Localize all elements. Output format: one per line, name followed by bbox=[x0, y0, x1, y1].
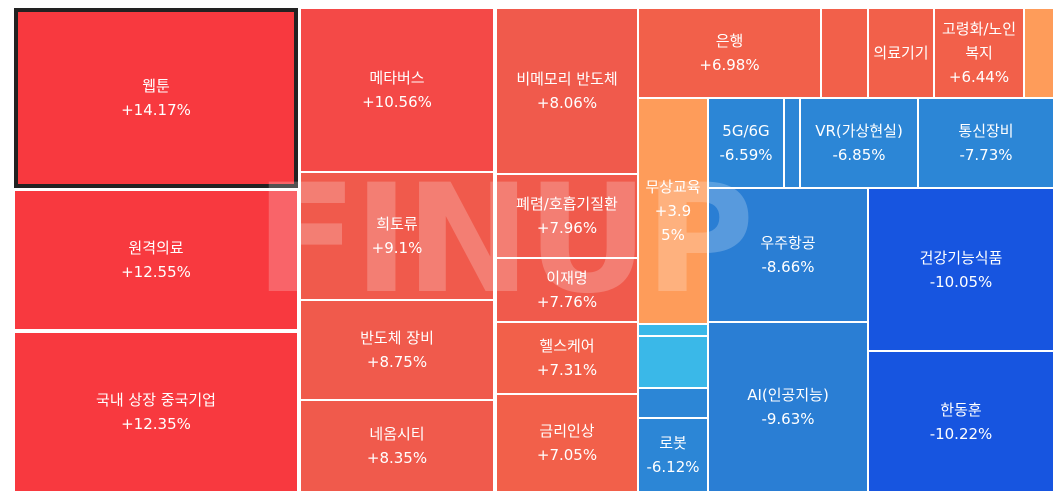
tile-name: 건강기능식품 bbox=[919, 248, 1003, 267]
tile-name: 무상교육 bbox=[645, 178, 701, 196]
tile-name: 비메모리 반도체 bbox=[516, 70, 618, 88]
treemap-tile-메타버스-3[interactable]: 메타버스 +10.56% bbox=[300, 8, 494, 172]
tile-change: +6.44% bbox=[948, 68, 1010, 86]
treemap-tile-blank-13[interactable] bbox=[821, 8, 868, 98]
tile-change: +12.55% bbox=[121, 263, 191, 281]
treemap-tile-의료기기-14[interactable]: 의료기기 bbox=[868, 8, 934, 98]
tile-name: 희토류 bbox=[376, 215, 418, 233]
tile-change: -9.63% bbox=[761, 410, 815, 428]
treemap-tile-통신장비-21[interactable]: 통신장비 -7.73% bbox=[918, 98, 1054, 188]
tile-change: +7.76% bbox=[536, 293, 598, 311]
tile-change: -10.05% bbox=[929, 272, 993, 291]
tile-name: 헬스케어 bbox=[539, 337, 595, 355]
treemap-tile-건강기능식품-23[interactable]: 건강기능식품 -10.05% bbox=[868, 188, 1054, 351]
tile-change: +8.75% bbox=[366, 353, 428, 371]
treemap-tile-헬스케어-10[interactable]: 헬스케어 +7.31% bbox=[496, 322, 638, 394]
tile-name: 국내 상장 중국기업 bbox=[96, 391, 216, 409]
tile-name: VR(가상현실) bbox=[815, 122, 903, 140]
tile-change: +8.35% bbox=[366, 449, 428, 467]
tile-name: 한동훈 bbox=[940, 400, 982, 419]
tile-name: 네옴시티 bbox=[369, 425, 425, 443]
tile-change: +6.98% bbox=[699, 56, 760, 74]
tile-name: 고령화/노인복지 bbox=[941, 20, 1017, 62]
tile-change: +8.06% bbox=[536, 94, 598, 112]
tile-change: -6.59% bbox=[719, 146, 773, 164]
treemap-tile-네옴시티-6[interactable]: 네옴시티 +8.35% bbox=[300, 400, 494, 492]
tile-name: 메타버스 bbox=[369, 69, 425, 87]
tile-name: 이재명 bbox=[546, 269, 588, 287]
treemap-tile-금리인상-11[interactable]: 금리인상 +7.05% bbox=[496, 394, 638, 492]
tile-name: 우주항공 bbox=[760, 234, 816, 252]
tile-change: +9.1% bbox=[371, 239, 423, 257]
tile-change: +7.31% bbox=[536, 361, 598, 379]
treemap-tile-blank-16[interactable] bbox=[1024, 8, 1054, 98]
treemap-tile-고령화-노인복지-15[interactable]: 고령화/노인복지 +6.44% bbox=[934, 8, 1024, 98]
tile-change: +3.95% bbox=[654, 202, 692, 244]
treemap-tile-반도체-장비-5[interactable]: 반도체 장비 +8.75% bbox=[300, 300, 494, 400]
tile-change: -6.12% bbox=[646, 458, 700, 476]
tile-name: 폐렴/호흡기질환 bbox=[516, 195, 618, 213]
treemap-tile-비메모리-반도체-7[interactable]: 비메모리 반도체 +8.06% bbox=[496, 8, 638, 174]
tile-name: 통신장비 bbox=[958, 122, 1014, 140]
treemap-tile-국내-상장-중국기업-2[interactable]: 국내 상장 중국기업 +12.35% bbox=[14, 332, 298, 492]
treemap-tile-원격의료-1[interactable]: 원격의료 +12.55% bbox=[14, 190, 298, 330]
tile-change: +14.17% bbox=[121, 101, 191, 119]
treemap-tile-blank-25[interactable] bbox=[638, 336, 708, 388]
treemap-tile-blank-26[interactable] bbox=[638, 388, 708, 418]
treemap-tile-희토류-4[interactable]: 희토류 +9.1% bbox=[300, 172, 494, 300]
tile-name: 웹툰 bbox=[142, 77, 170, 95]
treemap-tile-한동훈-29[interactable]: 한동훈 -10.22% bbox=[868, 351, 1054, 492]
tile-name: 5G/6G bbox=[722, 122, 770, 140]
treemap-tile-5g-6g-18[interactable]: 5G/6G -6.59% bbox=[708, 98, 784, 188]
treemap-tile-이재명-9[interactable]: 이재명 +7.76% bbox=[496, 258, 638, 322]
tile-change: -6.85% bbox=[832, 146, 886, 164]
treemap-tile-blank-24[interactable] bbox=[638, 324, 708, 336]
tile-name: 은행 bbox=[715, 32, 744, 50]
tile-name: 로봇 bbox=[659, 434, 687, 452]
tile-name: 원격의료 bbox=[128, 239, 184, 257]
treemap-tile-로봇-27[interactable]: 로봇 -6.12% bbox=[638, 418, 708, 492]
treemap-tile-ai-인공지능-28[interactable]: AI(인공지능) -9.63% bbox=[708, 322, 868, 492]
treemap-tile-vr-가상현실-20[interactable]: VR(가상현실) -6.85% bbox=[800, 98, 918, 188]
treemap-tile-blank-19[interactable] bbox=[784, 98, 800, 188]
tile-change: -10.22% bbox=[929, 424, 993, 443]
tile-change: +10.56% bbox=[362, 93, 432, 111]
treemap-tile-은행-12[interactable]: 은행 +6.98% bbox=[638, 8, 821, 98]
treemap-tile-우주항공-22[interactable]: 우주항공 -8.66% bbox=[708, 188, 868, 322]
tile-name: 반도체 장비 bbox=[360, 329, 434, 347]
treemap-tile-폐렴-호흡기질환-8[interactable]: 폐렴/호흡기질환 +7.96% bbox=[496, 174, 638, 258]
treemap-tile-웹툰-0[interactable]: 웹툰 +14.17% bbox=[14, 8, 298, 188]
tile-change: +12.35% bbox=[121, 415, 191, 433]
tile-change: -7.73% bbox=[959, 146, 1013, 164]
tile-change: -8.66% bbox=[761, 258, 815, 276]
tile-name: 의료기기 bbox=[873, 44, 929, 62]
tile-name: 금리인상 bbox=[539, 422, 595, 440]
tile-name: AI(인공지능) bbox=[747, 386, 829, 404]
tile-change: +7.05% bbox=[536, 446, 598, 464]
treemap-tile-무상교육-17[interactable]: 무상교육 +3.95% bbox=[638, 98, 708, 324]
tile-change: +7.96% bbox=[536, 219, 598, 237]
